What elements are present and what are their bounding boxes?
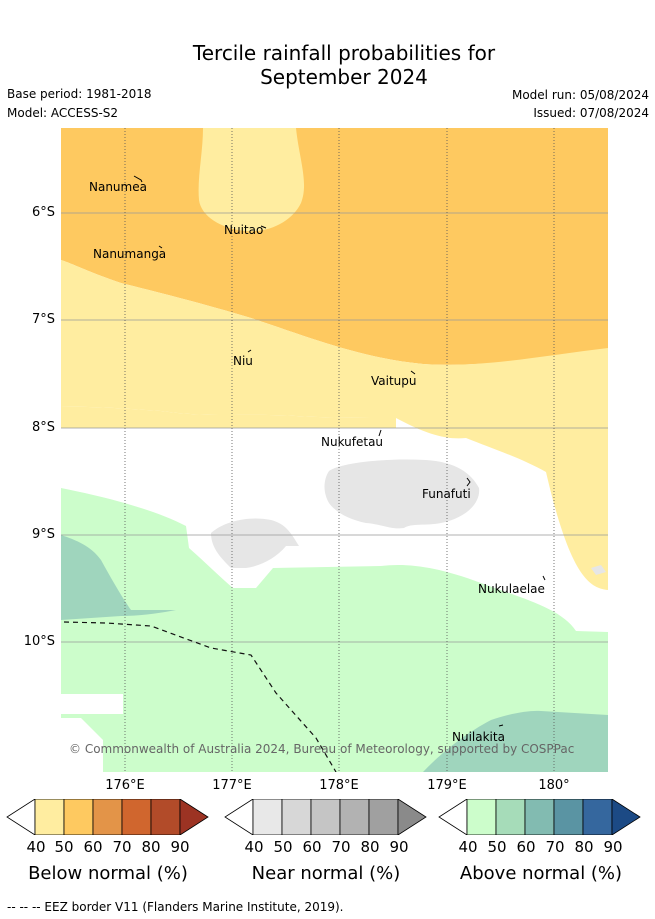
- above-normal-colorbar: [438, 799, 641, 835]
- colorbar-extend-high: [179, 799, 209, 835]
- place-label-nuitao: Nuitao: [224, 223, 264, 237]
- issued-date: Issued: 07/08/2024: [533, 106, 649, 120]
- colorbar-segment: [582, 799, 613, 835]
- model-run: Model run: 05/08/2024: [511, 88, 649, 102]
- place-label-nanumanga: Nanumanga: [93, 247, 167, 261]
- y-tick-label: 9°S: [31, 527, 55, 542]
- colorbar-extend-high: [397, 799, 427, 835]
- eez-border: [63, 621, 337, 772]
- colorbar-segment: [121, 799, 152, 835]
- colorbar-extend-high: [611, 799, 641, 835]
- y-tick-label: 8°S: [31, 420, 55, 435]
- x-tick-label: 179°E: [427, 778, 467, 793]
- white-patch-southwest: [61, 718, 103, 772]
- colorbar-tick: 90: [389, 838, 409, 856]
- colorbar-segment: [368, 799, 399, 835]
- x-tick-label: 177°E: [212, 778, 252, 793]
- map-title-line2: September 2024: [260, 65, 428, 89]
- colorbar-tick: 60: [516, 838, 536, 856]
- near-normal-colorbar: [224, 799, 427, 835]
- colorbar-tick: 80: [574, 838, 594, 856]
- place-label-nukufetau: Nukufetau: [321, 435, 384, 449]
- near-normal-patch-east: [591, 565, 606, 575]
- map-title-line1: Tercile rainfall probabilities for: [192, 41, 496, 65]
- y-tick-label: 7°S: [31, 312, 55, 327]
- below-normal-40-50-band: [61, 260, 608, 590]
- y-tick-label: 6°S: [31, 205, 55, 220]
- below-normal-label: Below normal (%): [28, 863, 188, 884]
- colorbar-segment: [92, 799, 123, 835]
- place-label-nuilakita: Nuilakita: [452, 730, 505, 744]
- near-normal-patch-west: [211, 518, 299, 568]
- colorbar-tick: 90: [170, 838, 190, 856]
- above-normal-50-60-west: [61, 535, 176, 620]
- eez-footnote: -- -- -- EEZ border V11 (Flanders Marine…: [7, 900, 344, 914]
- model-name: Model: ACCESS-S2: [7, 106, 119, 120]
- copyright-notice: © Commonwealth of Australia 2024, Bureau…: [69, 742, 575, 756]
- above-normal-label: Above normal (%): [459, 863, 623, 884]
- colorbar-tick: 70: [545, 838, 565, 856]
- place-label-vaitupu: Vaitupu: [371, 374, 417, 388]
- above-normal-50-60-southeast: [423, 710, 608, 772]
- colorbar-segment: [466, 799, 497, 835]
- colorbar-tick: 80: [141, 838, 161, 856]
- colorbar-tick: 40: [244, 838, 264, 856]
- x-tick-label: 176°E: [105, 778, 145, 793]
- colorbar-tick: 50: [54, 838, 74, 856]
- colorbar-segment: [63, 799, 94, 835]
- colorbar-tick: 90: [603, 838, 623, 856]
- below-normal-50-60-zone: [61, 128, 608, 365]
- place-label-nanumea: Nanumea: [89, 180, 147, 194]
- colorbar-segment: [339, 799, 370, 835]
- colorbar-tick: 60: [302, 838, 322, 856]
- colorbar-segment: [252, 799, 283, 835]
- below-normal-colorbar: [6, 799, 209, 835]
- colorbar-tick: 60: [83, 838, 103, 856]
- colorbar-tick: 50: [273, 838, 293, 856]
- latitude-gridlines: [61, 212, 608, 643]
- colorbar-segment: [310, 799, 341, 835]
- colorbar-tick: 70: [331, 838, 351, 856]
- colorbar-tick: 40: [26, 838, 46, 856]
- colorbar-segment: [524, 799, 555, 835]
- colorbar-segment: [150, 799, 181, 835]
- yellow-strip: [61, 406, 396, 428]
- above-normal-40-50-zone: [61, 488, 608, 772]
- rainfall-probability-map: [61, 128, 608, 772]
- base-period: Base period: 1981-2018: [7, 87, 152, 101]
- below-normal-40-50-blob: [198, 128, 305, 232]
- colorbar-tick: 80: [360, 838, 380, 856]
- colorbar-extend-low: [438, 799, 468, 835]
- near-normal-label: Near normal (%): [251, 863, 401, 884]
- colorbar-segment: [281, 799, 312, 835]
- place-label-funafuti: Funafuti: [422, 487, 471, 501]
- colorbar-segment: [34, 799, 65, 835]
- near-normal-patch-funafuti: [324, 459, 480, 529]
- island-marks: [133, 175, 546, 727]
- place-label-niu: Niu: [233, 354, 253, 368]
- place-label-nukulaelae: Nukulaelae: [478, 582, 545, 596]
- x-tick-label: 178°E: [319, 778, 359, 793]
- x-tick-label: 180°: [538, 778, 570, 793]
- colorbar-tick: 70: [112, 838, 132, 856]
- colorbar-extend-low: [224, 799, 254, 835]
- colorbar-segment: [495, 799, 526, 835]
- colorbar-extend-low: [6, 799, 36, 835]
- white-patch-southwest-top: [61, 694, 123, 714]
- colorbar-tick: 40: [458, 838, 478, 856]
- colorbar-segment: [553, 799, 584, 835]
- longitude-gridlines: [124, 128, 555, 772]
- y-tick-label: 10°S: [23, 634, 55, 649]
- colorbar-tick: 50: [487, 838, 507, 856]
